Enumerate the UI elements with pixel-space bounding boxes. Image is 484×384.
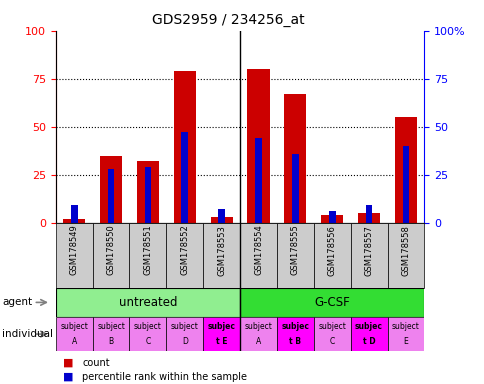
Text: ■: ■ — [63, 358, 74, 368]
Bar — [284, 94, 306, 223]
Text: D: D — [182, 337, 187, 346]
Bar — [402, 146, 408, 223]
Bar — [240, 288, 424, 317]
Bar — [63, 219, 85, 223]
Bar — [240, 223, 276, 288]
Bar — [328, 211, 335, 223]
Bar — [173, 71, 196, 223]
Text: GDS2959 / 234256_at: GDS2959 / 234256_at — [151, 13, 303, 27]
Bar — [107, 169, 114, 223]
Bar — [313, 223, 350, 288]
Text: GSM178553: GSM178553 — [217, 225, 226, 276]
Text: GSM178557: GSM178557 — [364, 225, 373, 276]
Text: subject: subject — [97, 322, 125, 331]
Text: GSM178555: GSM178555 — [290, 225, 299, 275]
Bar — [357, 213, 379, 223]
Text: subject: subject — [170, 322, 198, 331]
Text: E: E — [403, 337, 408, 346]
Bar — [56, 317, 92, 351]
Text: subjec: subjec — [207, 322, 235, 331]
Bar — [291, 154, 298, 223]
Bar — [387, 223, 424, 288]
Text: GSM178549: GSM178549 — [70, 225, 78, 275]
Bar — [166, 317, 203, 351]
Bar — [136, 161, 159, 223]
Bar — [320, 215, 343, 223]
Bar — [276, 223, 313, 288]
Text: GSM178552: GSM178552 — [180, 225, 189, 275]
Text: G-CSF: G-CSF — [314, 296, 349, 309]
Bar — [394, 117, 416, 223]
Text: GSM178554: GSM178554 — [254, 225, 262, 275]
Bar — [92, 223, 129, 288]
Bar — [56, 288, 240, 317]
Bar — [365, 205, 372, 223]
Text: subject: subject — [134, 322, 162, 331]
Bar — [92, 317, 129, 351]
Text: A: A — [72, 337, 76, 346]
Text: subject: subject — [60, 322, 88, 331]
Text: GSM178551: GSM178551 — [143, 225, 152, 275]
Text: untreated: untreated — [119, 296, 177, 309]
Bar — [210, 217, 232, 223]
Text: count: count — [82, 358, 110, 368]
Bar — [387, 317, 424, 351]
Bar — [144, 167, 151, 223]
Text: percentile rank within the sample: percentile rank within the sample — [82, 372, 247, 382]
Bar — [247, 69, 269, 223]
Text: GSM178556: GSM178556 — [327, 225, 336, 276]
Text: t B: t B — [289, 337, 301, 346]
Bar — [71, 205, 77, 223]
Text: GSM178558: GSM178558 — [401, 225, 409, 276]
Bar — [203, 223, 240, 288]
Bar — [203, 317, 240, 351]
Text: subject: subject — [318, 322, 346, 331]
Bar — [56, 223, 92, 288]
Text: individual: individual — [2, 329, 53, 339]
Text: C: C — [329, 337, 334, 346]
Bar — [166, 223, 203, 288]
Text: A: A — [256, 337, 260, 346]
Bar — [313, 317, 350, 351]
Bar — [240, 317, 276, 351]
Text: t D: t D — [362, 337, 375, 346]
Text: subject: subject — [244, 322, 272, 331]
Text: GSM178550: GSM178550 — [106, 225, 115, 275]
Text: B: B — [108, 337, 113, 346]
Text: subjec: subjec — [281, 322, 309, 331]
Bar — [350, 317, 387, 351]
Text: agent: agent — [2, 297, 32, 308]
Bar — [181, 132, 188, 223]
Text: subject: subject — [391, 322, 419, 331]
Text: C: C — [145, 337, 150, 346]
Bar — [129, 317, 166, 351]
Bar — [276, 317, 313, 351]
Bar — [350, 223, 387, 288]
Text: subjec: subjec — [354, 322, 382, 331]
Text: ■: ■ — [63, 372, 74, 382]
Bar — [129, 223, 166, 288]
Text: t E: t E — [215, 337, 227, 346]
Bar — [218, 209, 225, 223]
Bar — [100, 156, 122, 223]
Bar — [255, 138, 261, 223]
